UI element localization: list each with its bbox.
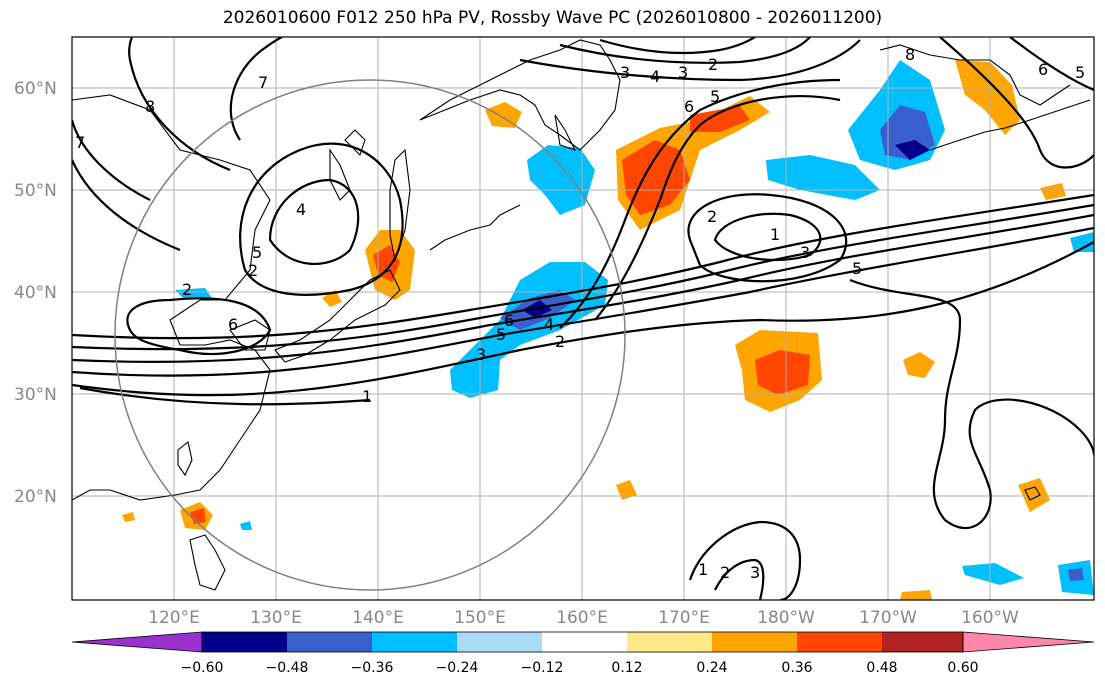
colorbar-swatch <box>797 632 882 652</box>
contour-label: 2 <box>720 563 730 582</box>
colorbar-swatch <box>882 632 963 652</box>
contour-label: 1 <box>362 387 372 406</box>
contour-label: 3 <box>476 345 486 364</box>
map-title: 2026010600 F012 250 hPa PV, Rossby Wave … <box>222 8 883 28</box>
colorbar-tick: 0.60 <box>947 660 978 676</box>
contour-label: 8 <box>145 97 155 116</box>
contour-label: 3 <box>750 563 760 582</box>
contour-label: 7 <box>75 133 85 152</box>
svg-text:40°N: 40°N <box>14 283 57 303</box>
colorbar: −0.60 −0.48 −0.36 −0.24 −0.12 0.12 0.24 … <box>71 631 1095 676</box>
colorbar-swatch <box>627 632 712 652</box>
svg-text:120°E: 120°E <box>148 608 200 628</box>
svg-text:160°W: 160°W <box>961 608 1019 628</box>
contour-label: 5 <box>710 87 720 106</box>
contour-label: 7 <box>258 73 268 92</box>
contour-label: 4 <box>544 315 554 334</box>
contour-label: 2 <box>248 261 258 280</box>
map-frame <box>71 36 1095 601</box>
contour-label: 6 <box>228 315 238 334</box>
longitude-labels: 120°E 130°E 140°E 150°E 160°E 170°E 180°… <box>148 608 1019 628</box>
svg-text:130°E: 130°E <box>250 608 302 628</box>
svg-text:20°N: 20°N <box>14 487 57 507</box>
latitude-labels: 60°N 50°N 40°N 30°N 20°N <box>14 79 57 507</box>
contour-label: 2 <box>555 332 565 351</box>
colorbar-swatch <box>287 632 372 652</box>
contour-label: 2 <box>708 55 718 74</box>
colorbar-swatch <box>542 632 627 652</box>
contour-label: 4 <box>650 67 660 86</box>
contour-label: 6 <box>504 311 514 330</box>
contour-label: 5 <box>1075 63 1085 82</box>
contour-label: 6 <box>684 97 694 116</box>
svg-text:160°E: 160°E <box>556 608 608 628</box>
svg-text:180°W: 180°W <box>757 608 815 628</box>
contour-label: 8 <box>905 45 915 64</box>
colorbar-tick: −0.12 <box>521 660 564 676</box>
svg-text:60°N: 60°N <box>14 79 57 99</box>
contour-label: 1 <box>770 225 780 244</box>
svg-text:50°N: 50°N <box>14 181 57 201</box>
svg-text:30°N: 30°N <box>14 385 57 405</box>
colorbar-tick: 0.12 <box>611 660 642 676</box>
colorbar-tick: −0.48 <box>266 660 309 676</box>
colorbar-tick: −0.36 <box>351 660 394 676</box>
colorbar-tick: 0.24 <box>696 660 727 676</box>
contour-label: 3 <box>800 243 810 262</box>
contour-label: 5 <box>496 325 506 344</box>
svg-text:170°W: 170°W <box>859 608 917 628</box>
pv-contours <box>72 37 1094 600</box>
colorbar-tick: 0.48 <box>866 660 897 676</box>
colorbar-arrow-right <box>962 631 1095 653</box>
colorbar-tick: −0.24 <box>436 660 479 676</box>
contour-label: 5 <box>852 259 862 278</box>
colorbar-swatch <box>712 632 797 652</box>
contour-label: 4 <box>296 200 306 219</box>
svg-text:170°E: 170°E <box>658 608 710 628</box>
colorbar-tick: −0.60 <box>181 660 224 676</box>
contour-label: 3 <box>678 63 688 82</box>
colorbar-swatch <box>202 632 287 652</box>
contour-label: 3 <box>620 63 630 82</box>
colorbar-arrow-left <box>71 631 203 653</box>
svg-text:150°E: 150°E <box>454 608 506 628</box>
colorbar-swatch <box>457 632 542 652</box>
pv-anomaly-shading <box>122 60 1094 600</box>
contour-label: 6 <box>1038 60 1048 79</box>
contour-labels: 1 2 3 4 5 6 7 8 1 2 3 4 5 6 2 3 5 6 8 2 … <box>75 45 1085 582</box>
contour-label: 5 <box>252 243 262 262</box>
contour-label: 1 <box>698 560 708 579</box>
svg-text:140°E: 140°E <box>352 608 404 628</box>
contour-label: 2 <box>707 207 717 226</box>
contour-label: 2 <box>182 280 192 299</box>
colorbar-tick: 0.36 <box>781 660 812 676</box>
colorbar-swatch <box>372 632 457 652</box>
great-circle <box>114 79 626 591</box>
